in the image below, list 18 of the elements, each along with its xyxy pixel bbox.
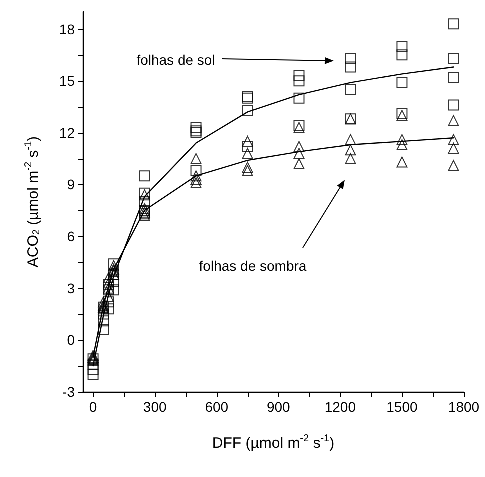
y-tick-label: 15 <box>59 73 76 90</box>
y-tick-label: 12 <box>59 124 76 141</box>
x-tick-label: 1200 <box>324 399 356 415</box>
x-tick-label: 900 <box>266 399 291 415</box>
x-tick-label: 300 <box>143 399 167 415</box>
y-tick-label: 3 <box>67 280 76 296</box>
y-tick-label: 0 <box>67 332 76 348</box>
annotation: folhas de sol <box>136 52 216 68</box>
y-tick-label: 9 <box>67 176 76 193</box>
y-axis-title: ACO2 (µmol m-2 s-1) <box>24 136 42 268</box>
y-tick-label: -3 <box>62 384 76 400</box>
x-tick-label: 0 <box>89 399 98 415</box>
x-tick-label: 600 <box>205 399 229 415</box>
x-tick-label: 1500 <box>386 399 418 415</box>
annotation: folhas de sombra <box>199 258 307 274</box>
y-tick-label: 6 <box>67 228 76 245</box>
y-tick-label: 18 <box>59 21 76 38</box>
x-tick-label: 1800 <box>448 399 480 415</box>
